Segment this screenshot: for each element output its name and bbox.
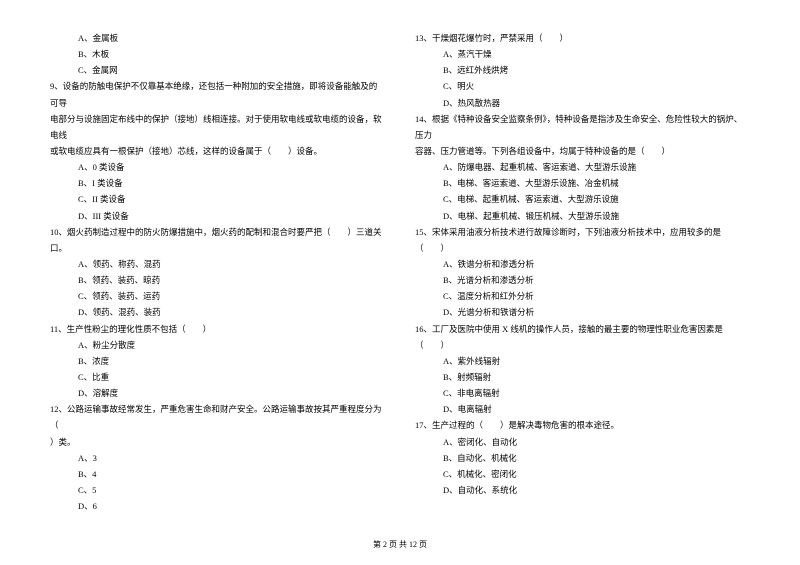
q12-option-c: C、5: [50, 482, 385, 498]
q17-text: 17、生产过程的（ ）是解决毒物危害的根本途径。: [415, 417, 750, 433]
q11-option-a: A、粉尘分散度: [50, 337, 385, 353]
q10-option-d: D、领药、混药、装药: [50, 304, 385, 320]
q14-option-b: B、电梯、客运索道、大型游乐设施、冶金机械: [415, 175, 750, 191]
q12-text1: 12、公路运输事故经常发生，严重危害生命和财产安全。公路运输事故按其严重程度分为…: [50, 401, 385, 433]
q12-option-a: A、3: [50, 450, 385, 466]
q9-option-b: B、I 类设备: [50, 175, 385, 191]
q15-option-a: A、铁谱分析和渗透分析: [415, 256, 750, 272]
q11-option-d: D、溶解度: [50, 385, 385, 401]
q16-option-d: D、电离辐射: [415, 401, 750, 417]
q9-text3: 或软电缆应具有一根保护（接地）芯线，这样的设备属于（ ）设备。: [50, 143, 385, 159]
q12-text2: ）类。: [50, 434, 385, 450]
q16-text: 16、工厂及医院中使用 X 线机的操作人员，接触的最主要的物理性职业危害因素是（…: [415, 321, 750, 353]
q15-text: 15、宋体采用油液分析技术进行故障诊断时，下列油液分析技术中，应用较多的是（ ）: [415, 224, 750, 256]
q11-text: 11、生产性粉尘的理化性质不包括（ ）: [50, 321, 385, 337]
q16-option-c: C、非电离辐射: [415, 385, 750, 401]
q13-text: 13、干燥烟花爆竹时，严禁采用（ ）: [415, 30, 750, 46]
q11-option-c: C、比重: [50, 369, 385, 385]
q14-text2: 容器、压力管道等。下列各组设备中，均属于特种设备的是（ ）: [415, 143, 750, 159]
q12-option-d: D、6: [50, 498, 385, 514]
q9-option-c: C、II 类设备: [50, 191, 385, 207]
q9-text1: 9、设备的防触电保护不仅靠基本绝缘，还包括一种附加的安全措施，即将设备能触及的可…: [50, 78, 385, 110]
q14-text1: 14、根据《特种设备安全监察条例》，特种设备是指涉及生命安全、危险性较大的锅炉、…: [415, 111, 750, 143]
q8-option-c: C、金属网: [50, 62, 385, 78]
q8-option-a: A、金属板: [50, 30, 385, 46]
q17-option-b: B、自动化、机械化: [415, 450, 750, 466]
q10-option-c: C、领药、装药、运药: [50, 288, 385, 304]
left-column: A、金属板 B、木板 C、金属网 9、设备的防触电保护不仅靠基本绝缘，还包括一种…: [50, 30, 385, 525]
q17-option-a: A、密闭化、自动化: [415, 434, 750, 450]
q17-option-d: D、自动化、系统化: [415, 482, 750, 498]
q9-option-a: A、0 类设备: [50, 159, 385, 175]
q8-option-b: B、木板: [50, 46, 385, 62]
two-column-layout: A、金属板 B、木板 C、金属网 9、设备的防触电保护不仅靠基本绝缘，还包括一种…: [50, 30, 750, 525]
q13-option-d: D、热风散热器: [415, 95, 750, 111]
page-footer: 第 2 页 共 12 页: [0, 539, 800, 550]
q16-option-b: B、射频辐射: [415, 369, 750, 385]
q9-text2: 电部分与设施固定布线中的保护（接地）线相连接。对于使用软电线或软电缆的设备，软电…: [50, 111, 385, 143]
q14-option-d: D、电梯、起重机械、锻压机械、大型游乐设施: [415, 208, 750, 224]
q15-option-d: D、光谱分析和铁谱分析: [415, 304, 750, 320]
q16-option-a: A、紫外线辐射: [415, 353, 750, 369]
q15-option-b: B、光谱分析和渗透分析: [415, 272, 750, 288]
q10-option-b: B、领药、装药、晾药: [50, 272, 385, 288]
q11-option-b: B、浓度: [50, 353, 385, 369]
q13-option-b: B、远红外线烘烤: [415, 62, 750, 78]
q12-option-b: B、4: [50, 466, 385, 482]
q15-option-c: C、温度分析和红外分析: [415, 288, 750, 304]
q17-option-c: C、机械化、密闭化: [415, 466, 750, 482]
q14-option-c: C、电梯、起重机械、客运索道、大型游乐设施: [415, 191, 750, 207]
q14-option-a: A、防爆电器、起重机械、客运索道、大型游乐设施: [415, 159, 750, 175]
q13-option-c: C、明火: [415, 78, 750, 94]
q10-option-a: A、领药、称药、混药: [50, 256, 385, 272]
q10-text: 10、烟火药制造过程中的防火防爆措施中，烟火药的配制和混合时要严把（ ）三道关口…: [50, 224, 385, 256]
right-column: 13、干燥烟花爆竹时，严禁采用（ ） A、蒸汽干燥 B、远红外线烘烤 C、明火 …: [415, 30, 750, 525]
q9-option-d: D、III 类设备: [50, 208, 385, 224]
q13-option-a: A、蒸汽干燥: [415, 46, 750, 62]
